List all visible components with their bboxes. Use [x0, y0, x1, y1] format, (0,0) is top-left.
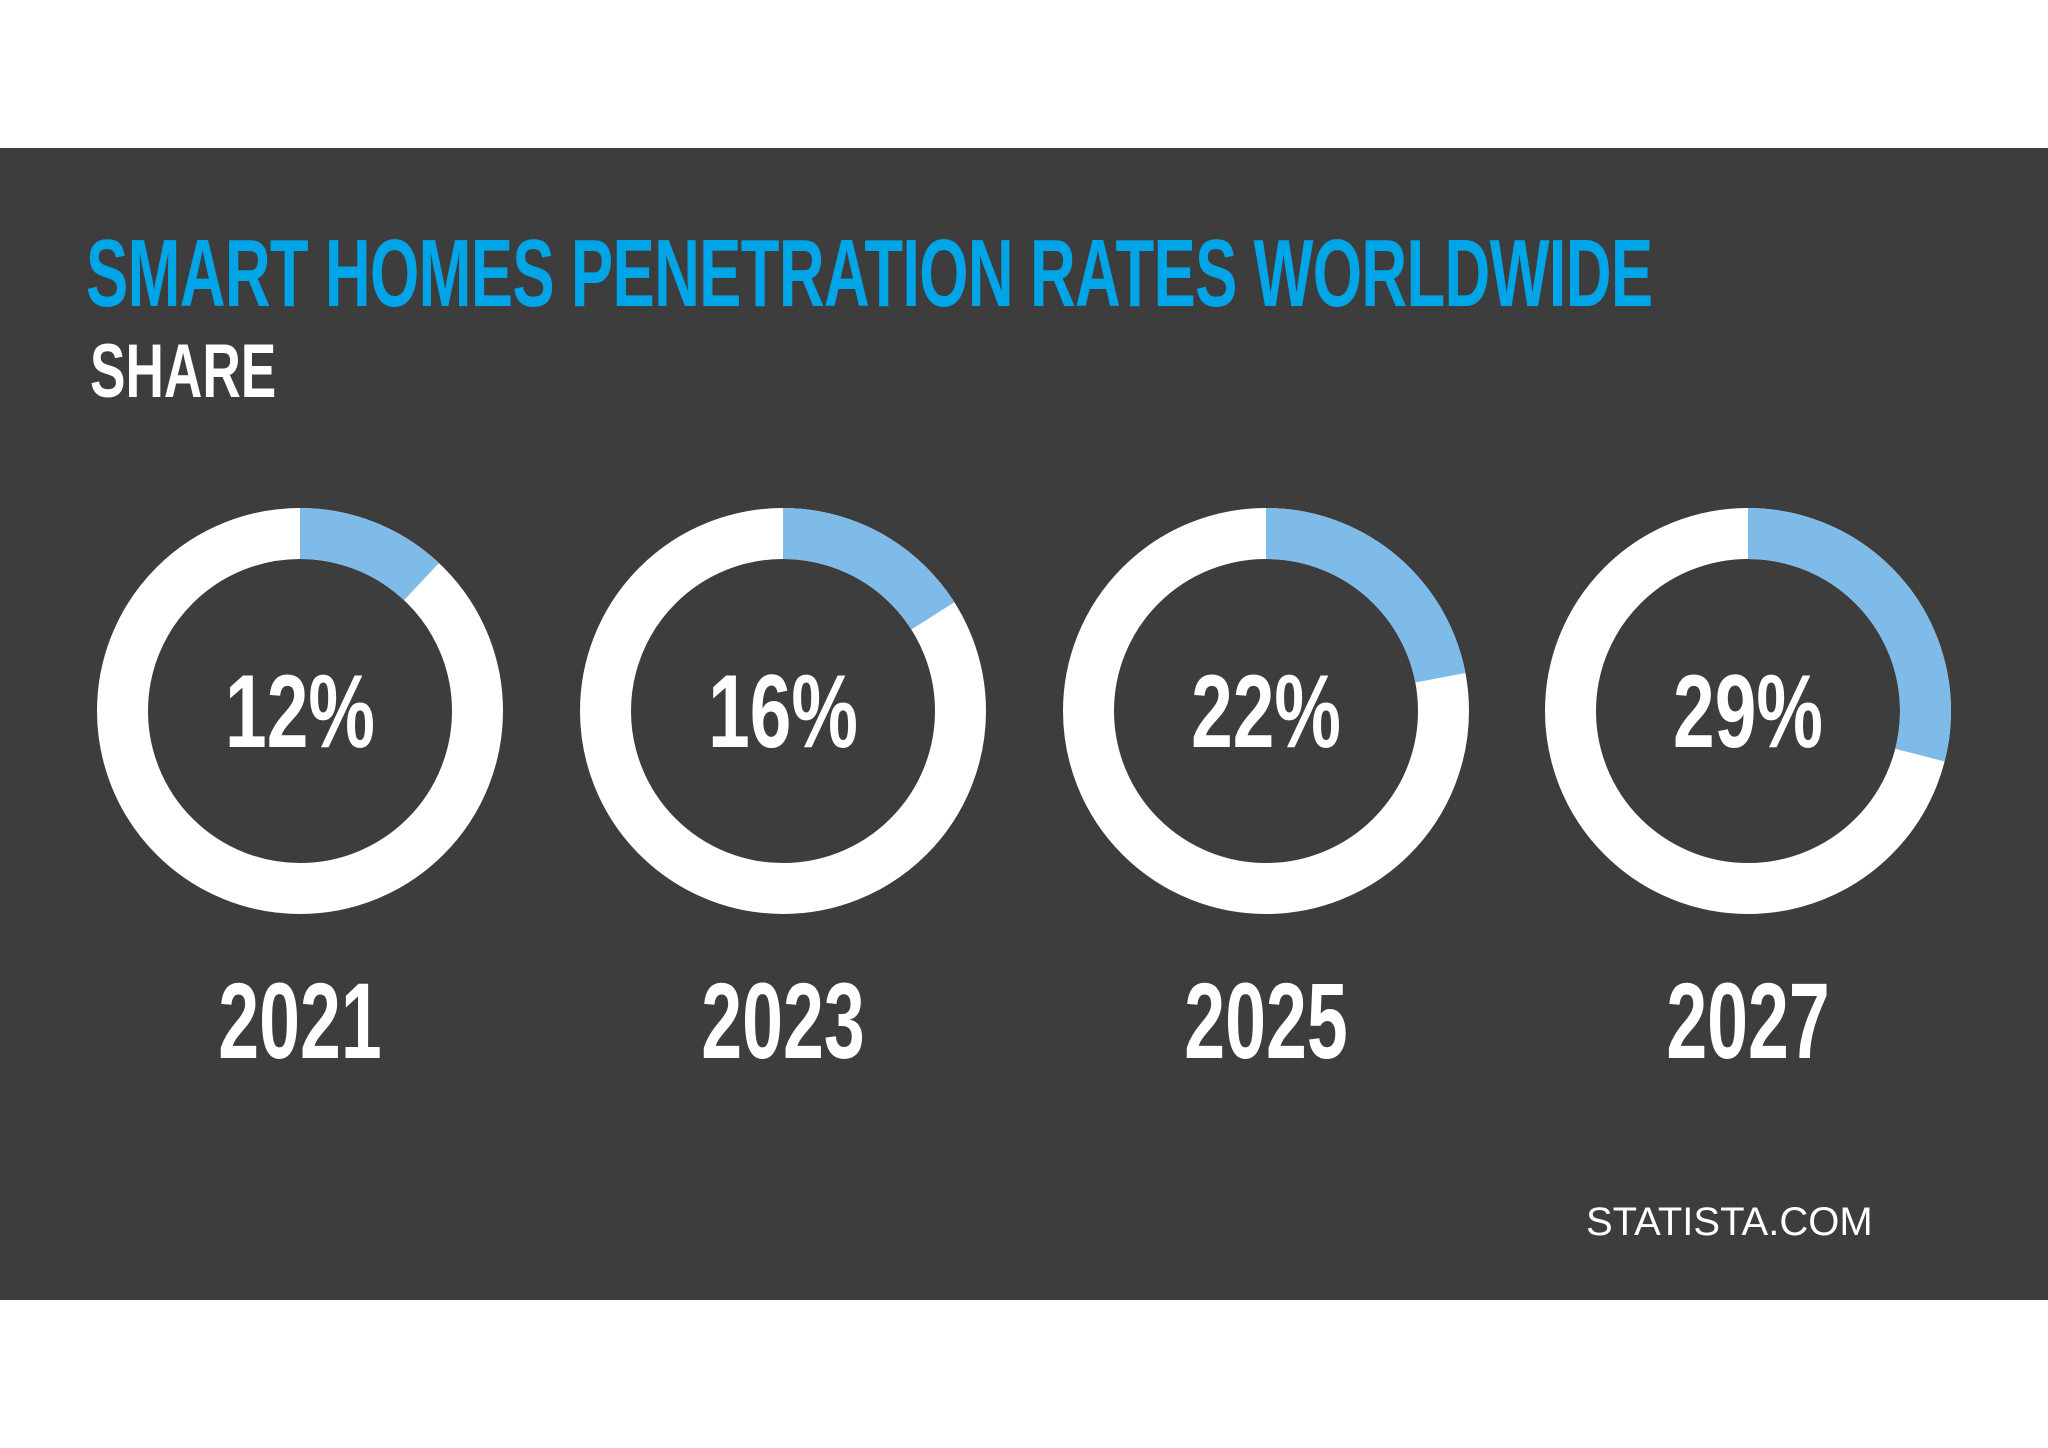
value-label-2025: 22% [1191, 654, 1341, 770]
donut-segment-2023 [783, 508, 955, 630]
year-label-2025: 2025 [1184, 960, 1347, 1082]
source-label: STATISTA.COM [1586, 1200, 1873, 1244]
chart-title: SMART HOMES PENETRATION RATES WORLDWIDE [86, 220, 1653, 327]
year-label-2023: 2023 [701, 960, 864, 1082]
chart-subtitle: SHARE [90, 329, 277, 414]
value-label-2027: 29% [1673, 654, 1823, 770]
donut-segment-2021 [300, 508, 439, 601]
value-label-2021: 12% [225, 654, 375, 770]
value-label-2023: 16% [708, 654, 858, 770]
year-label-2021: 2021 [218, 960, 381, 1082]
year-label-2027: 2027 [1666, 960, 1829, 1082]
chart-panel [0, 148, 2048, 1300]
donut-segment-2025 [1266, 508, 1466, 683]
donut-segment-2027 [1748, 508, 1952, 762]
